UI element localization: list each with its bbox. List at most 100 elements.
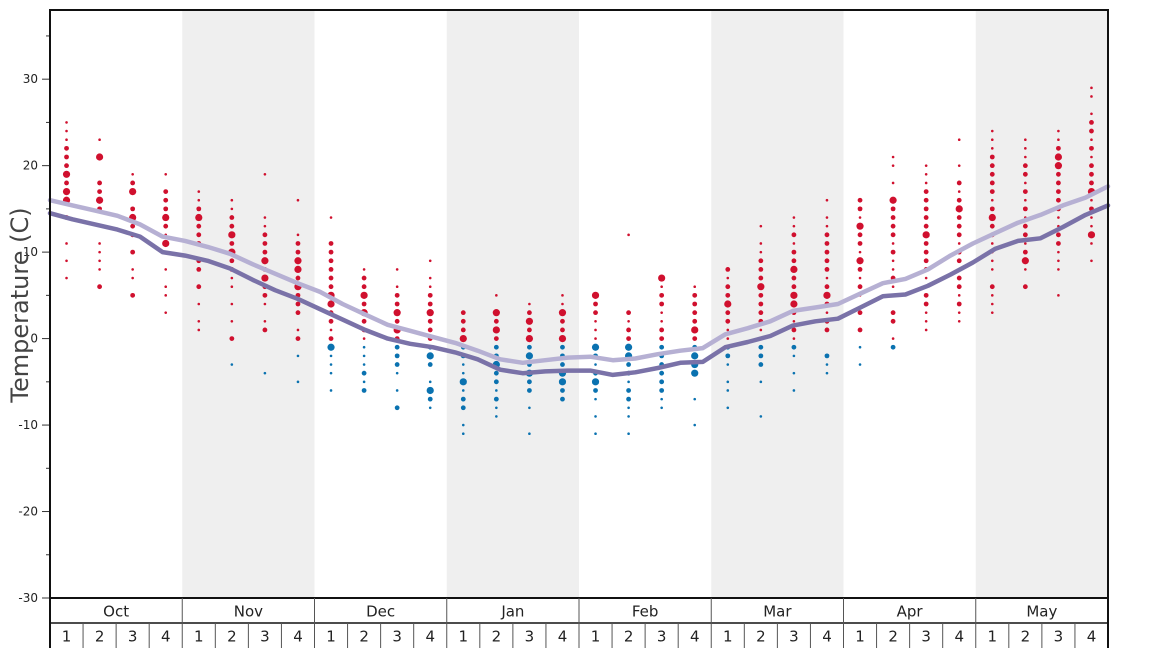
cold-day-dot (792, 389, 796, 392)
warm-day-dot (890, 232, 896, 238)
warm-day-dot (790, 300, 798, 308)
warm-day-dot (957, 190, 961, 193)
warm-day-dot (1024, 198, 1027, 202)
cold-day-dot (693, 423, 697, 427)
cold-day-dot (361, 370, 367, 376)
warm-day-dot (230, 285, 234, 289)
cold-day-dot (296, 380, 300, 384)
warm-day-dot (230, 207, 234, 211)
warm-day-dot (98, 268, 101, 271)
warm-day-dot (394, 318, 400, 324)
warm-day-dot (989, 154, 995, 160)
week-label: 2 (888, 628, 898, 646)
warm-day-dot (659, 336, 665, 341)
warm-day-dot (230, 302, 234, 306)
warm-day-dot (62, 187, 71, 196)
warm-day-dot (1090, 95, 1093, 98)
warm-day-dot (164, 268, 168, 271)
cold-day-dot (329, 371, 333, 375)
warm-day-dot (857, 232, 863, 238)
warm-day-dot (759, 224, 763, 228)
warm-day-dot (163, 223, 169, 229)
warm-day-dot (62, 170, 71, 178)
warm-day-dot (990, 242, 994, 245)
warm-day-dot (64, 154, 69, 160)
y-tick-label: 10 (23, 245, 38, 259)
warm-day-dot (65, 242, 68, 245)
warm-day-dot (394, 292, 400, 298)
cold-day-dot (725, 353, 731, 359)
warm-day-dot (659, 301, 665, 307)
warm-day-dot (327, 300, 335, 308)
warm-day-dot (393, 309, 401, 317)
warm-day-dot (957, 294, 961, 297)
cold-day-dot (329, 389, 333, 392)
average-lines (47, 184, 1111, 378)
week-label: 3 (1054, 628, 1064, 646)
warm-day-dot (659, 327, 665, 333)
warm-day-dot (230, 276, 234, 280)
warm-day-dot (890, 215, 896, 220)
warm-day-dot (528, 302, 531, 306)
warm-day-dot (724, 300, 732, 308)
warm-day-dot (130, 180, 136, 186)
warm-day-dot (1022, 163, 1028, 169)
warm-day-dot (891, 242, 895, 245)
cold-day-dot (493, 396, 499, 402)
week-label: 1 (988, 628, 998, 646)
warm-day-dot (956, 180, 962, 186)
cold-day-dot (461, 423, 465, 427)
warm-day-dot (726, 328, 730, 332)
cold-day-dot (759, 415, 763, 418)
warm-day-dot (163, 189, 169, 194)
warm-day-dot (1056, 180, 1061, 186)
warm-day-dot (990, 147, 994, 150)
cold-day-dot (593, 388, 598, 393)
warm-day-dot (792, 216, 796, 219)
warm-day-dot (65, 129, 68, 133)
cold-day-dot (426, 386, 434, 395)
week-label: 2 (624, 628, 634, 646)
warm-day-dot (924, 328, 928, 332)
cold-day-dot (427, 396, 433, 402)
cold-day-dot (460, 405, 466, 411)
cold-day-dot (758, 362, 764, 367)
warm-day-dot (791, 249, 797, 255)
warm-day-dot (561, 294, 564, 297)
cold-day-dot (594, 415, 597, 418)
month-label-nov: Nov (234, 603, 263, 621)
warm-day-dot (957, 242, 961, 245)
y-tick-label: 0 (30, 332, 38, 346)
warm-day-dot (889, 196, 897, 204)
warm-day-dot (98, 259, 101, 263)
warm-day-dot (924, 164, 928, 167)
warm-day-dot (263, 216, 267, 219)
cold-day-dot (461, 371, 465, 375)
warm-day-dot (1022, 189, 1028, 194)
warm-day-dot (262, 249, 268, 255)
y-axis: -30 -20 -10 0 10 20 30 (18, 35, 50, 605)
cold-day-dot (327, 343, 335, 351)
warm-day-dot (196, 223, 202, 229)
warm-day-dot (1021, 257, 1029, 265)
warm-day-dot (857, 206, 863, 212)
cold-day-dot (792, 354, 796, 358)
warm-day-dot (856, 222, 864, 230)
week-label: 2 (227, 628, 237, 646)
month-band-may (975, 10, 1108, 598)
week-label: 1 (855, 628, 865, 646)
cold-day-dot (759, 380, 763, 384)
month-bands (182, 10, 1108, 598)
warm-day-dot (824, 249, 830, 255)
warm-day-dot (988, 213, 996, 222)
warm-day-dot (924, 181, 928, 185)
warm-day-dot (792, 242, 796, 245)
warm-day-dot (824, 267, 830, 272)
warm-day-dot (824, 232, 830, 238)
cold-day-dot (461, 389, 465, 392)
warm-day-dot (1022, 249, 1028, 255)
week-label: 4 (293, 628, 303, 646)
warm-day-dot (328, 249, 334, 255)
cold-day-dot (394, 362, 400, 367)
warm-day-dot (1022, 206, 1028, 212)
